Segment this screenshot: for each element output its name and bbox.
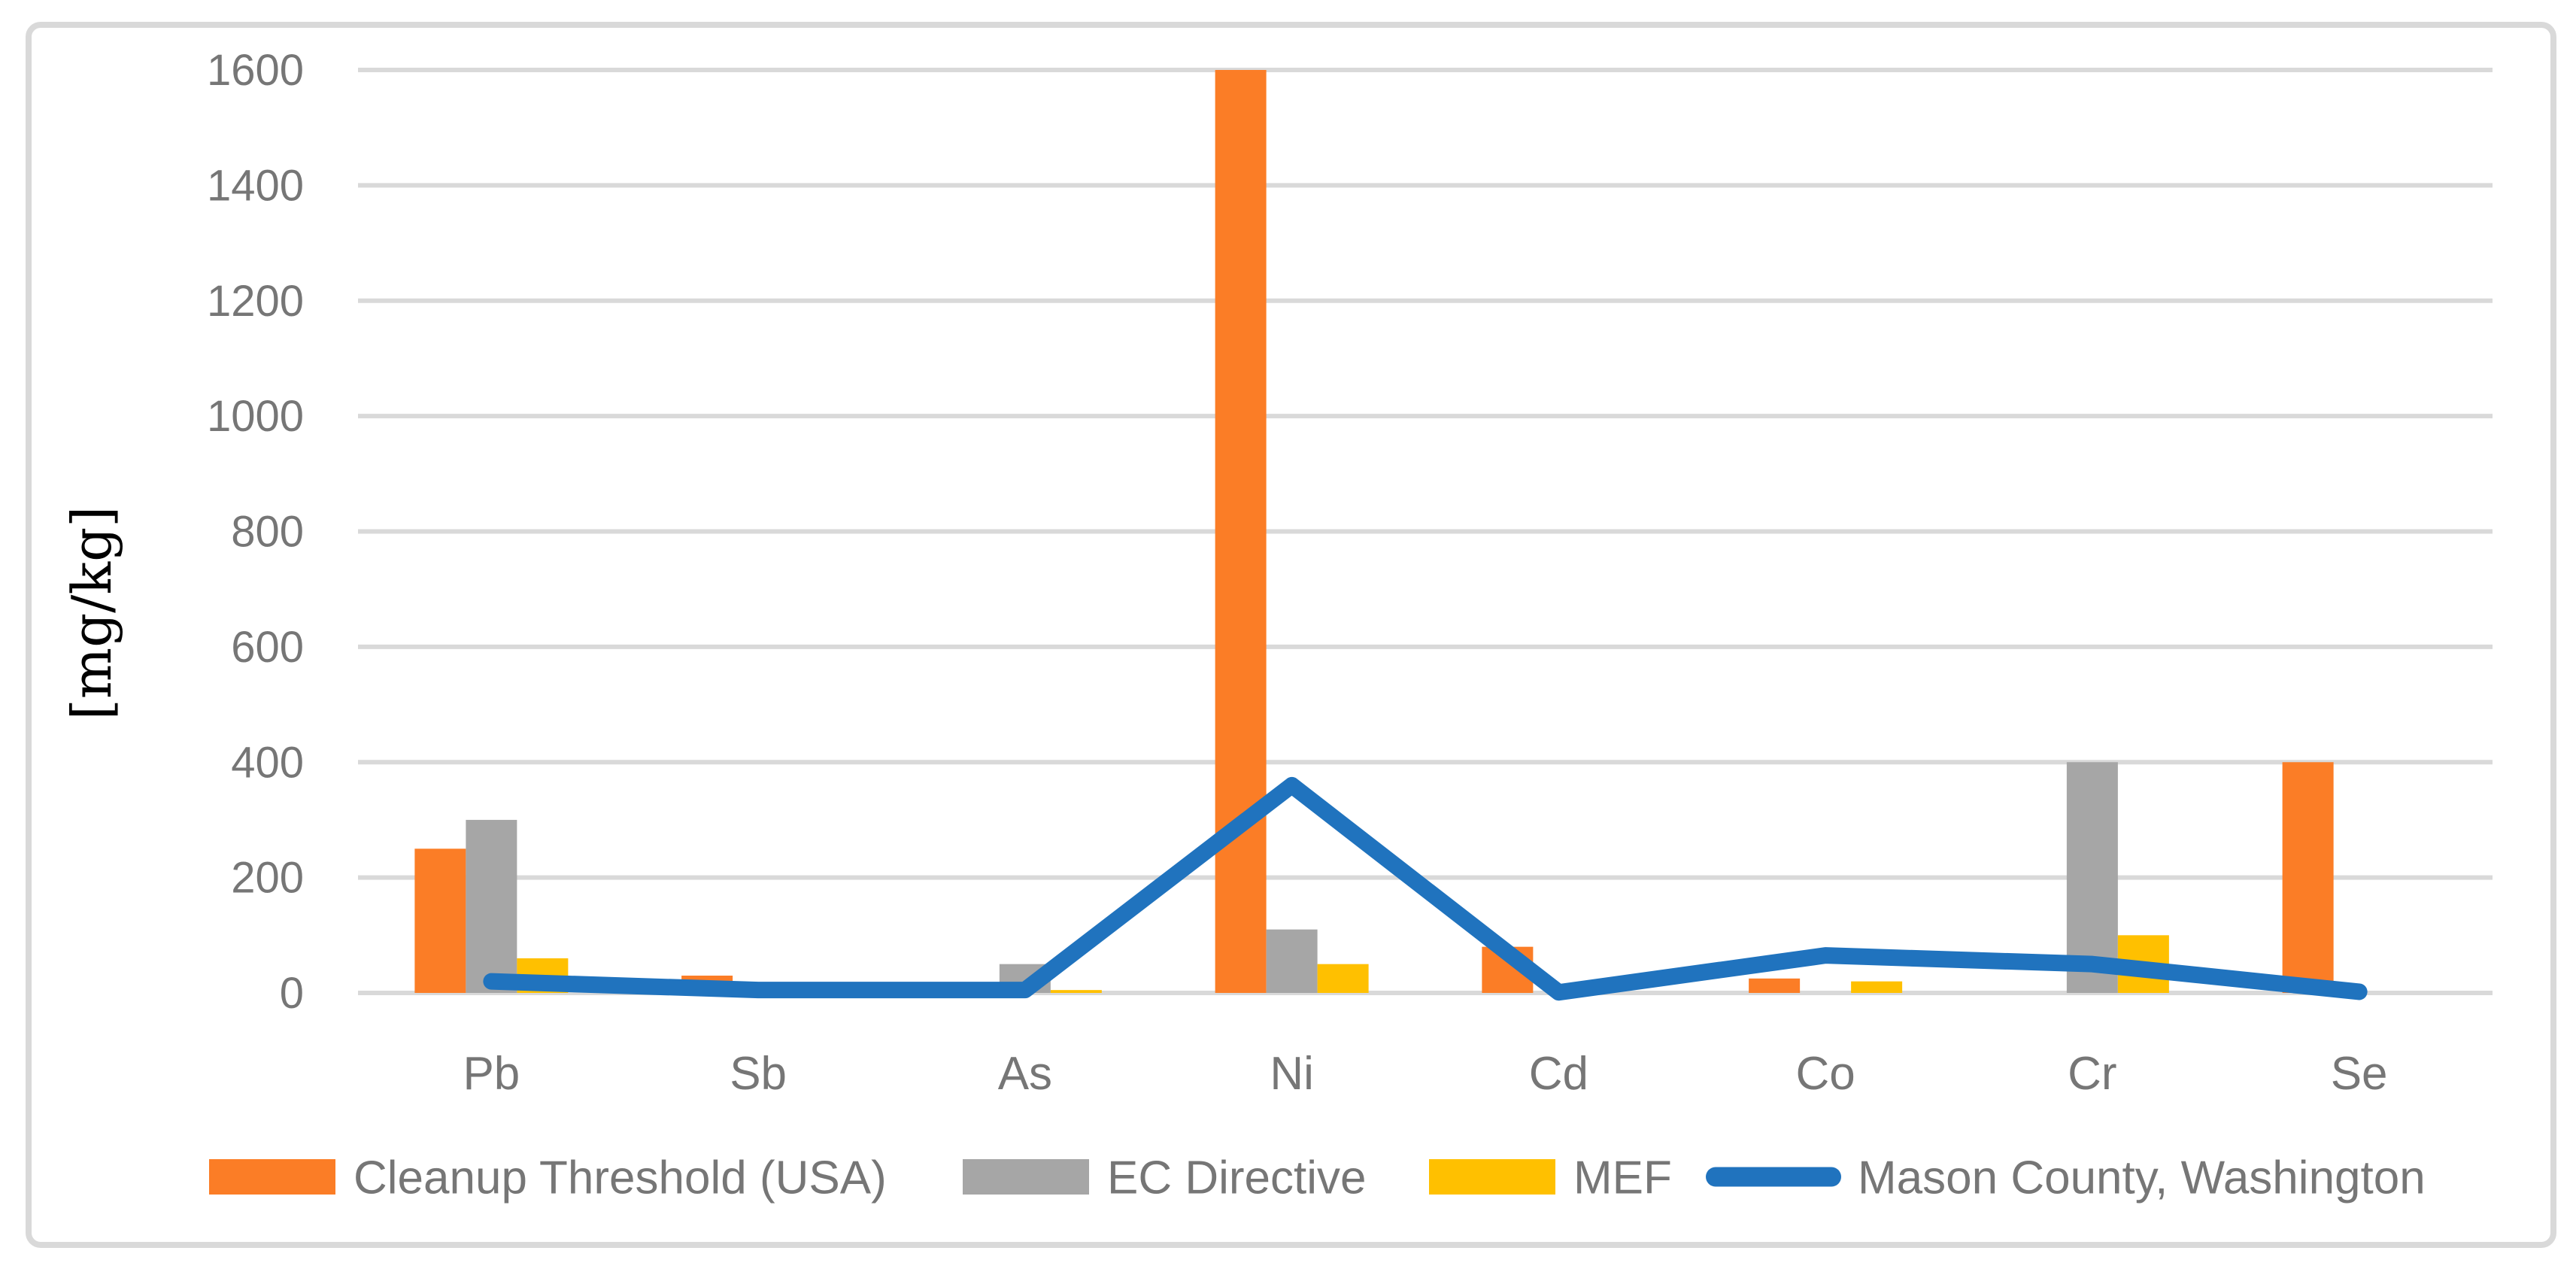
y-tick-label-1400: 1400 (207, 161, 304, 210)
legend-item-mef: MEF (1429, 1152, 1672, 1204)
bar-ec-directive-cr (2066, 762, 2118, 993)
x-category-label-co: Co (1795, 1048, 1855, 1100)
line-mason-county-washington (483, 776, 2368, 1001)
x-category-label-pb: Pb (463, 1048, 520, 1100)
gridlines (358, 68, 2493, 995)
legend-swatch-cleanup-threshold-usa (209, 1159, 335, 1195)
legend-item-cleanup-threshold-usa: Cleanup Threshold (USA) (209, 1152, 887, 1204)
y-tick-label-600: 600 (231, 623, 304, 672)
line-series (483, 776, 2368, 1001)
legend: Cleanup Threshold (USA) EC Directive MEF Ma… (209, 1152, 2426, 1204)
bar-cleanup-threshold-usa-ni (1215, 70, 1267, 993)
y-tick-label-1600: 1600 (207, 46, 304, 95)
legend-swatch-mef (1429, 1159, 1555, 1195)
bar-mef-co (1851, 981, 1903, 993)
bar-cleanup-threshold-usa-pb (414, 849, 466, 993)
x-category-label-cr: Cr (2068, 1048, 2116, 1100)
legend-swatch-ec-directive (963, 1159, 1089, 1195)
bar-ec-directive-ni (1266, 929, 1318, 993)
bar-ec-directive-pb (466, 819, 517, 993)
legend-label-ec-directive: EC Directive (1107, 1152, 1367, 1204)
y-tick-label-1200: 1200 (207, 277, 304, 326)
legend-item-ec-directive: EC Directive (963, 1152, 1367, 1204)
legend-label-mef: MEF (1573, 1152, 1672, 1204)
y-tick-label-200: 200 (231, 854, 304, 903)
x-category-label-se: Se (2331, 1048, 2388, 1100)
chart-border (26, 22, 2556, 1248)
x-category-label-sb: Sb (730, 1048, 787, 1100)
bar-mef-as (1050, 990, 1102, 993)
y-tick-label-800: 800 (231, 508, 304, 557)
bar-cleanup-threshold-usa-co (1749, 978, 1801, 993)
bar-cleanup-threshold-usa-se (2282, 762, 2334, 993)
bar-mef-ni (1317, 964, 1369, 993)
y-tick-label-1000: 1000 (207, 392, 304, 441)
bars (414, 70, 2334, 993)
y-tick-label-400: 400 (231, 738, 304, 787)
legend-item-mason-county-washington: Mason County, Washington (1706, 1152, 2426, 1204)
x-category-labels: Pb Sb As Ni Cd Co Cr Se (463, 1048, 2387, 1100)
x-category-label-cd: Cd (1529, 1048, 1588, 1100)
y-tick-label-0: 0 (280, 969, 304, 1018)
x-category-label-as: As (998, 1048, 1052, 1100)
y-tick-labels: 0 200 400 600 800 1000 1200 1400 1600 (207, 46, 304, 1018)
y-axis-title: [mg/kg] (60, 506, 123, 721)
legend-label-mason-county-washington: Mason County, Washington (1858, 1152, 2426, 1204)
legend-label-cleanup-threshold-usa: Cleanup Threshold (USA) (353, 1152, 887, 1204)
x-category-label-ni: Ni (1270, 1048, 1314, 1100)
